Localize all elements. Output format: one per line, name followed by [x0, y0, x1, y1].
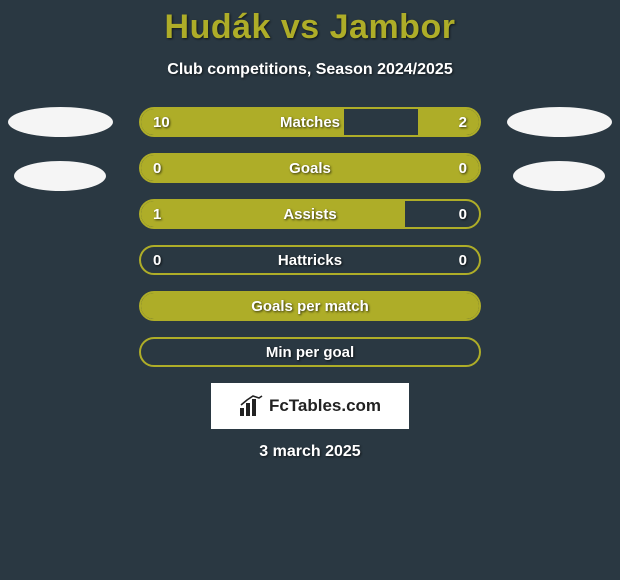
avatar-placeholder: [14, 161, 106, 191]
avatar-placeholder: [513, 161, 605, 191]
stat-label: Matches: [141, 109, 479, 135]
stat-row: 102Matches: [139, 107, 481, 137]
date-text: 3 march 2025: [0, 443, 620, 461]
stat-row: 00Hattricks: [139, 245, 481, 275]
comparison-widget: Hudák vs Jambor Club competitions, Seaso…: [0, 0, 620, 461]
stat-label: Min per goal: [141, 339, 479, 365]
stats-area: 102Matches 00Goals 10Assists 00Hattricks Goa…: [0, 107, 620, 367]
attribution-badge: FcTables.com: [211, 383, 409, 429]
stat-label: Assists: [141, 201, 479, 227]
stat-rows: 102Matches 00Goals 10Assists 00Hattricks Goa…: [139, 107, 481, 367]
player-left-avatars: [8, 107, 113, 215]
stat-row: Goals per match: [139, 291, 481, 321]
stat-label: Goals per match: [141, 293, 479, 319]
stat-row: 00Goals: [139, 153, 481, 183]
chart-icon: [239, 395, 263, 417]
stat-label: Goals: [141, 155, 479, 181]
attribution-text: FcTables.com: [269, 396, 381, 416]
stat-label: Hattricks: [141, 247, 479, 273]
stat-row: 10Assists: [139, 199, 481, 229]
subtitle: Club competitions, Season 2024/2025: [0, 61, 620, 79]
avatar-placeholder: [507, 107, 612, 137]
stat-row: Min per goal: [139, 337, 481, 367]
avatar-placeholder: [8, 107, 113, 137]
player-right-avatars: [507, 107, 612, 215]
page-title: Hudák vs Jambor: [0, 8, 620, 47]
